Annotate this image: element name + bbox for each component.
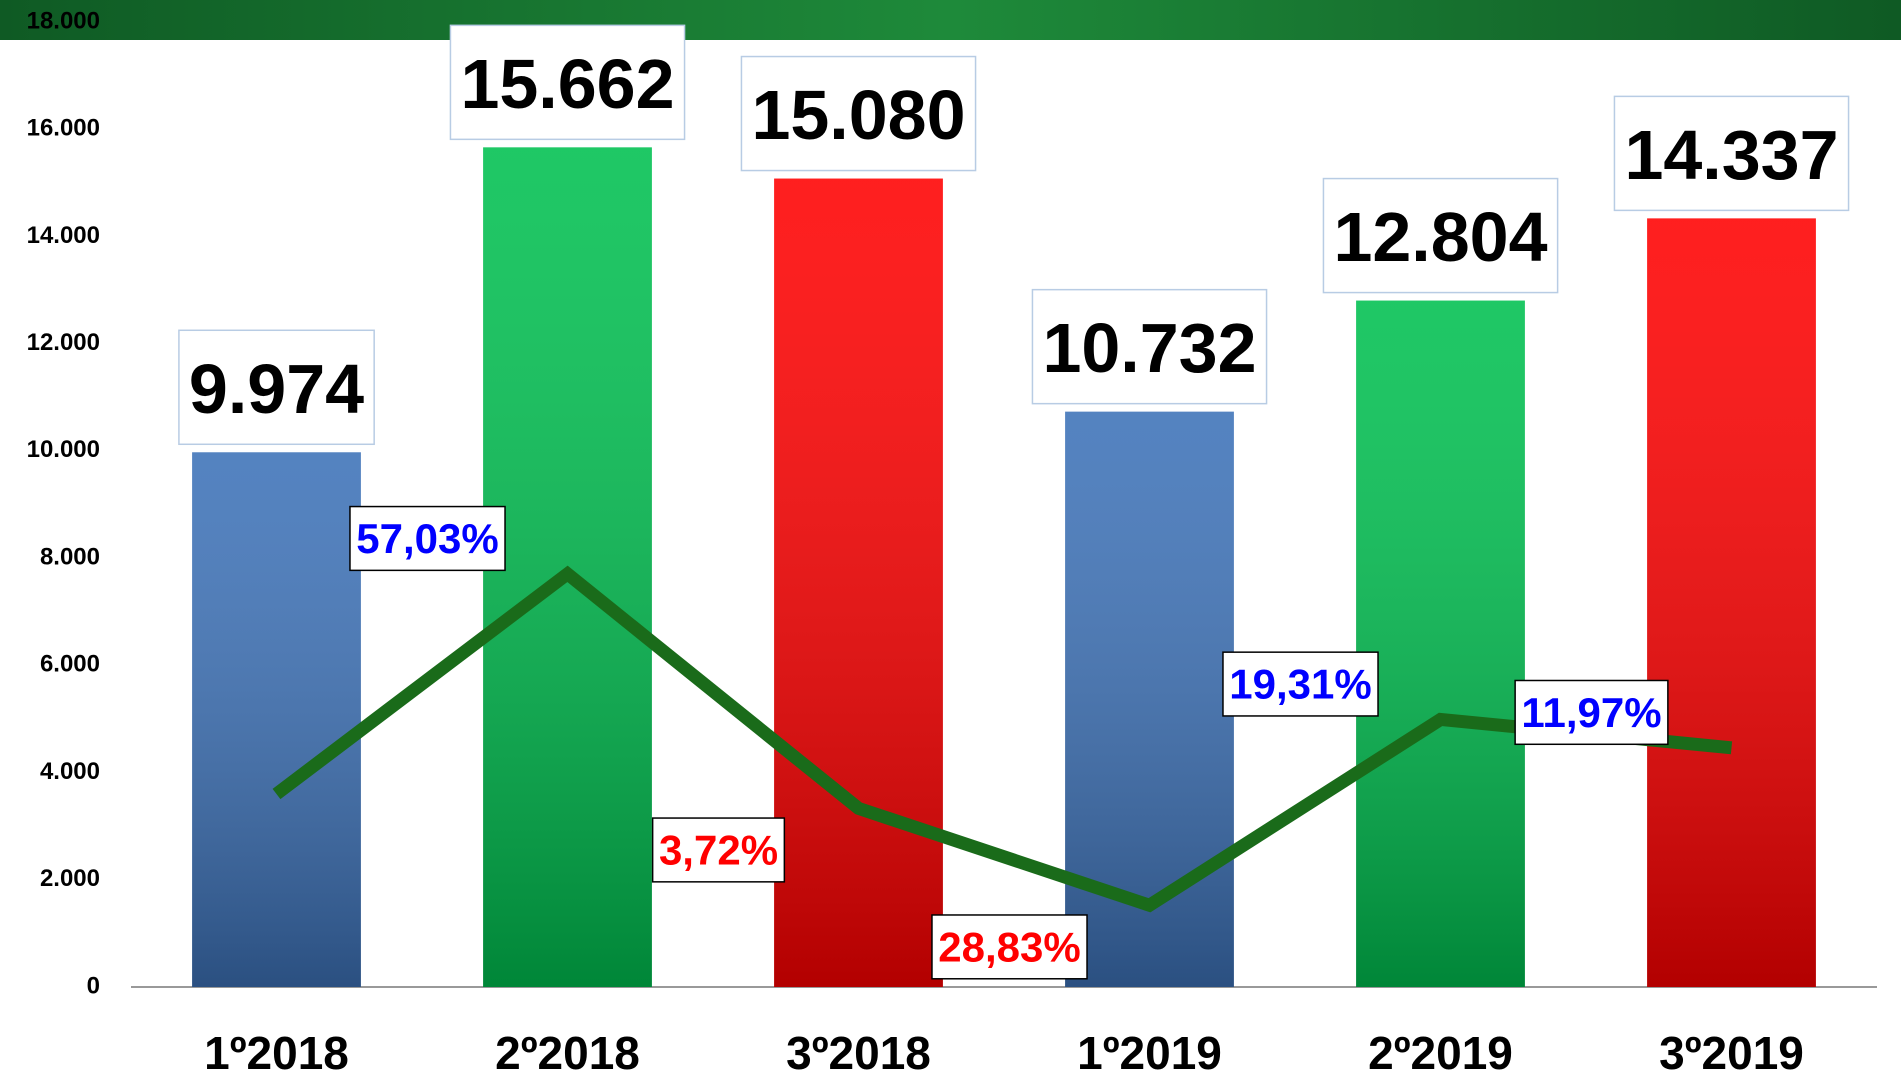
y-tick-label: 14.000 [27, 222, 100, 249]
bar-shade [774, 178, 943, 988]
y-tick-label: 0 [87, 972, 100, 999]
bar-value-label: 12.804 [1333, 198, 1547, 276]
bar-value-label-box [1031, 288, 1268, 405]
x-tick-label: 3º2019 [1659, 1027, 1804, 1079]
bar-value-label-box [1322, 177, 1559, 294]
bar-value-label-box [740, 55, 977, 172]
header-band [0, 0, 1901, 40]
line-value-label: 19,31% [1229, 661, 1371, 708]
line-value-label-box [349, 505, 506, 572]
y-tick-label: 2.000 [40, 865, 100, 892]
y-tick-label: 16.000 [27, 115, 100, 142]
bar-value-label-box [449, 24, 686, 141]
x-tick-label: 1º2018 [204, 1027, 349, 1079]
x-tick-label: 3º2018 [786, 1027, 931, 1079]
bar-value-label: 10.732 [1042, 309, 1256, 387]
x-tick-label: 2º2018 [495, 1027, 640, 1079]
line-value-label: 3,72% [659, 826, 778, 873]
y-tick-label: 12.000 [27, 329, 100, 356]
bar-value-label: 15.662 [460, 45, 674, 123]
bar-shade [1647, 218, 1816, 987]
bar-value-label-box [178, 329, 375, 446]
y-tick-label: 8.000 [40, 543, 100, 570]
line-value-label: 57,03% [356, 515, 498, 562]
line-series [272, 565, 1733, 913]
y-tick-label: 6.000 [40, 651, 100, 678]
bar-shade [1356, 300, 1525, 987]
bar-value-label-box [1613, 95, 1850, 212]
x-tick-label: 2º2019 [1368, 1027, 1513, 1079]
line-value-label-box [1514, 679, 1669, 746]
line-value-label: 28,83% [938, 923, 1080, 970]
line-value-label-box [651, 817, 786, 883]
bar-value-label: 9.974 [189, 350, 364, 428]
line-value-label: 11,97% [1521, 689, 1661, 736]
bar-shade [192, 452, 361, 987]
line-value-label-box [1222, 651, 1379, 717]
bar-value-label: 14.337 [1624, 116, 1838, 194]
x-tick-label: 1º2019 [1077, 1027, 1222, 1079]
line-value-label-box [931, 914, 1088, 980]
y-tick-label: 4.000 [40, 758, 100, 785]
y-tick-label: 18.000 [27, 7, 100, 34]
bar-value-label: 15.080 [751, 76, 965, 154]
y-tick-label: 10.000 [27, 436, 100, 463]
